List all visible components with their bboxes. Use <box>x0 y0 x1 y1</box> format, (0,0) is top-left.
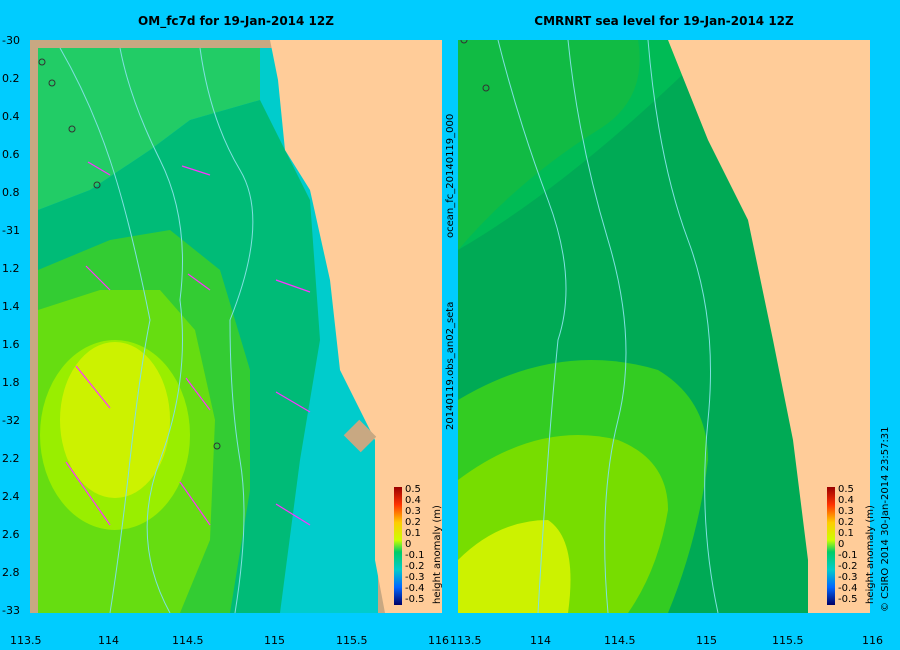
side-label-top: ocean_fc_20140119_000 <box>445 113 456 238</box>
cbar-tick: 0.4 <box>838 495 854 506</box>
y-tick: -30 <box>2 34 20 47</box>
cbar-tick: 0.1 <box>405 528 421 539</box>
x-tick: 116 <box>428 634 449 647</box>
colorbar-left <box>394 487 402 605</box>
cbar-tick: -0.2 <box>838 561 858 572</box>
x-tick: 115 <box>696 634 717 647</box>
cbar-tick: -0.1 <box>838 550 858 561</box>
cbar-tick: 0.2 <box>838 517 854 528</box>
y-tick: 1.6 <box>2 338 20 351</box>
cbar-tick: -0.3 <box>838 572 858 583</box>
x-tick: 116 <box>862 634 883 647</box>
x-tick: 114.5 <box>604 634 636 647</box>
right-panel-title: CMRNRT sea level for 19-Jan-2014 12Z <box>534 14 794 28</box>
y-tick: 0.8 <box>2 186 20 199</box>
cbar-tick: 0.3 <box>838 506 854 517</box>
cbar-tick: 0.4 <box>405 495 421 506</box>
x-tick: 115.5 <box>772 634 804 647</box>
y-tick: -33 <box>2 604 20 617</box>
x-tick: 114 <box>530 634 551 647</box>
x-tick: 115.5 <box>336 634 368 647</box>
x-tick: 113.5 <box>10 634 42 647</box>
cbar-tick: -0.3 <box>405 572 425 583</box>
y-tick: 2.4 <box>2 490 20 503</box>
y-tick: 2.6 <box>2 528 20 541</box>
colorbar-right-label: height anomaly (m) <box>865 505 876 604</box>
cbar-tick: 0.3 <box>405 506 421 517</box>
cbar-tick: 0.5 <box>838 484 854 495</box>
y-tick: 0.2 <box>2 72 20 85</box>
y-tick: 1.8 <box>2 376 20 389</box>
cbar-tick: 0 <box>838 539 845 550</box>
colorbar-right <box>827 487 835 605</box>
left-map <box>30 40 442 613</box>
x-tick: 114.5 <box>172 634 204 647</box>
cbar-tick: -0.5 <box>838 594 858 605</box>
y-tick: -32 <box>2 414 20 427</box>
cbar-tick: -0.5 <box>405 594 425 605</box>
cbar-tick: 0.5 <box>405 484 421 495</box>
y-tick: 0.4 <box>2 110 20 123</box>
credit-text: © CSIRO 2014 30-Jan-2014 23:57:31 <box>880 426 891 612</box>
y-tick: 2.8 <box>2 566 20 579</box>
right-map <box>458 40 870 613</box>
cbar-tick: -0.4 <box>405 583 425 594</box>
colorbar-left-label: height anomaly (m) <box>432 505 443 604</box>
cbar-tick: -0.2 <box>405 561 425 572</box>
x-tick: 114 <box>98 634 119 647</box>
x-tick: 113.5 <box>450 634 482 647</box>
y-tick: -31 <box>2 224 20 237</box>
cbar-tick: 0.2 <box>405 517 421 528</box>
y-tick: 1.2 <box>2 262 20 275</box>
cbar-tick: 0.1 <box>838 528 854 539</box>
y-tick: 2.2 <box>2 452 20 465</box>
cbar-tick: 0 <box>405 539 412 550</box>
side-label-bottom: 20140119.obs_an02_seta <box>445 301 456 430</box>
cbar-tick: -0.1 <box>405 550 425 561</box>
y-tick: 0.6 <box>2 148 20 161</box>
y-tick: 1.4 <box>2 300 20 313</box>
cbar-tick: -0.4 <box>838 583 858 594</box>
left-panel-title: OM_fc7d for 19-Jan-2014 12Z <box>138 14 334 28</box>
x-tick: 115 <box>264 634 285 647</box>
